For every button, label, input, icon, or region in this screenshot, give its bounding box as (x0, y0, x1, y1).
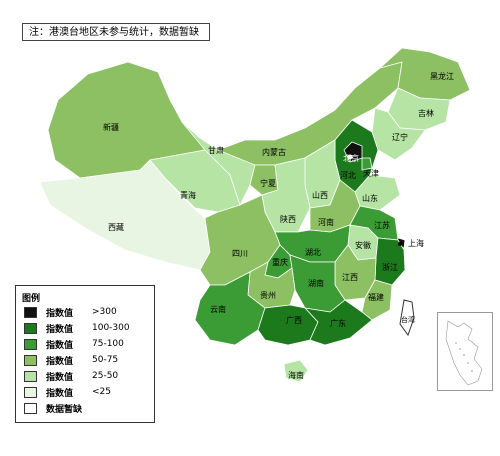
label-guangxi: 广西 (286, 315, 302, 325)
legend-swatch (24, 370, 37, 382)
legend-range: 25-50 (92, 371, 119, 381)
label-shandong: 山东 (362, 193, 378, 203)
legend-swatch (24, 338, 37, 350)
province-hunan[interactable] (289, 254, 346, 313)
label-henan: 河南 (318, 217, 334, 227)
label-hubei: 湖北 (305, 248, 321, 257)
label-xinjiang: 新疆 (103, 122, 119, 132)
legend-swatch (24, 322, 37, 334)
legend-label: 数据暂缺 (46, 404, 83, 415)
legend-item: 指数值 <25 (24, 384, 150, 400)
legend-label: 指数值 (46, 356, 74, 367)
label-jilin: 吉林 (418, 108, 434, 118)
map-note: 注：港澳台地区未参与统计，数据暂缺 (22, 23, 210, 41)
legend-swatch (24, 354, 37, 366)
legend-label: 指数值 (46, 340, 74, 351)
shanghai-marker-icon (398, 242, 402, 246)
legend-swatch (24, 306, 37, 318)
legend-label: 指数值 (46, 372, 74, 383)
label-liaoning: 辽宁 (392, 132, 408, 142)
province-guangdong[interactable] (303, 299, 373, 346)
label-shanghai: 上海 (408, 238, 424, 248)
label-hainan: 海南 (288, 370, 304, 380)
label-tianjin: 天津 (363, 168, 379, 178)
label-jiangxi: 江西 (342, 273, 358, 282)
label-neimenggu: 内蒙古 (262, 147, 286, 157)
legend-label: 指数值 (46, 308, 74, 319)
label-anhui: 安徽 (355, 240, 371, 250)
legend-range: <25 (92, 387, 111, 397)
legend-swatch (24, 386, 37, 398)
province-tianjin[interactable] (361, 157, 373, 171)
legend-item: 指数值 50-75 (24, 352, 150, 368)
legend-title: 图例 (22, 294, 41, 304)
legend-swatch (24, 402, 37, 414)
province-heilongjiang[interactable] (379, 47, 471, 101)
legend-range: 75-100 (92, 339, 124, 349)
legend-range: >300 (92, 307, 117, 317)
label-gansu: 甘肃 (208, 145, 224, 155)
legend-range: 100-300 (92, 323, 130, 333)
province-hainan[interactable] (283, 359, 309, 383)
label-ningxia: 宁夏 (260, 178, 276, 188)
label-heilongjiang: 黑龙江 (430, 71, 454, 81)
label-shanxi: 山西 (312, 190, 328, 200)
label-yunnan: 云南 (210, 304, 226, 314)
label-hunan: 湖南 (308, 278, 324, 288)
label-taiwan: 台湾 (401, 315, 415, 324)
legend-item: 指数值 >300 (24, 304, 150, 320)
label-hebei: 河北 (340, 170, 356, 180)
inset-island-dot (455, 342, 457, 344)
label-sichuan: 四川 (232, 249, 248, 258)
label-chongqing: 重庆 (272, 257, 288, 267)
inset-island-dot (459, 348, 461, 350)
legend-label: 指数值 (46, 324, 74, 335)
inset-island-dot (463, 354, 465, 356)
inset-island-dot (471, 370, 473, 372)
legend-item: 数据暂缺 (24, 400, 150, 416)
inset-boundary-line (445, 320, 483, 386)
legend-label: 指数值 (46, 388, 74, 399)
label-fujian: 福建 (368, 292, 384, 302)
label-xizang: 西藏 (108, 222, 124, 232)
legend-item: 指数值 25-50 (24, 368, 150, 384)
label-jiangsu: 江苏 (374, 220, 390, 230)
label-guizhou: 贵州 (260, 290, 276, 300)
legend-item: 指数值 100-300 (24, 320, 150, 336)
south-china-sea-inset (437, 312, 493, 391)
legend: 图例 指数值 >300 指数值 100-300 指数值 75-100 指数值 50-75 指数值… (15, 285, 155, 423)
label-qinghai: 青海 (180, 190, 196, 200)
label-guangdong: 广东 (330, 318, 346, 328)
legend-list: 指数值 >300 指数值 100-300 指数值 75-100 指数值 50-75 指数值 25-… (24, 304, 150, 416)
inset-island-dot (467, 362, 469, 364)
beijing-marker-icon (347, 154, 353, 160)
label-zhejiang: 浙江 (382, 262, 398, 272)
legend-range: 50-75 (92, 355, 119, 365)
legend-item: 指数值 75-100 (24, 336, 150, 352)
province-taiwan[interactable] (399, 299, 415, 337)
label-shaanxi: 陕西 (280, 214, 296, 224)
south-china-sea-inset-map (445, 320, 483, 386)
